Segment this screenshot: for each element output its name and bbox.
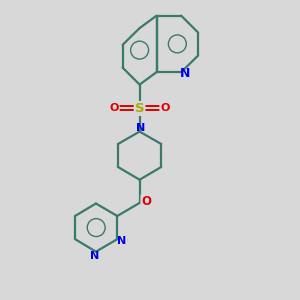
Text: O: O (141, 195, 151, 208)
Text: O: O (160, 103, 170, 113)
Text: S: S (135, 102, 144, 115)
Text: N: N (136, 123, 145, 133)
Text: O: O (110, 103, 119, 113)
Text: N: N (180, 67, 190, 80)
Text: N: N (90, 251, 99, 261)
Text: N: N (117, 236, 126, 246)
